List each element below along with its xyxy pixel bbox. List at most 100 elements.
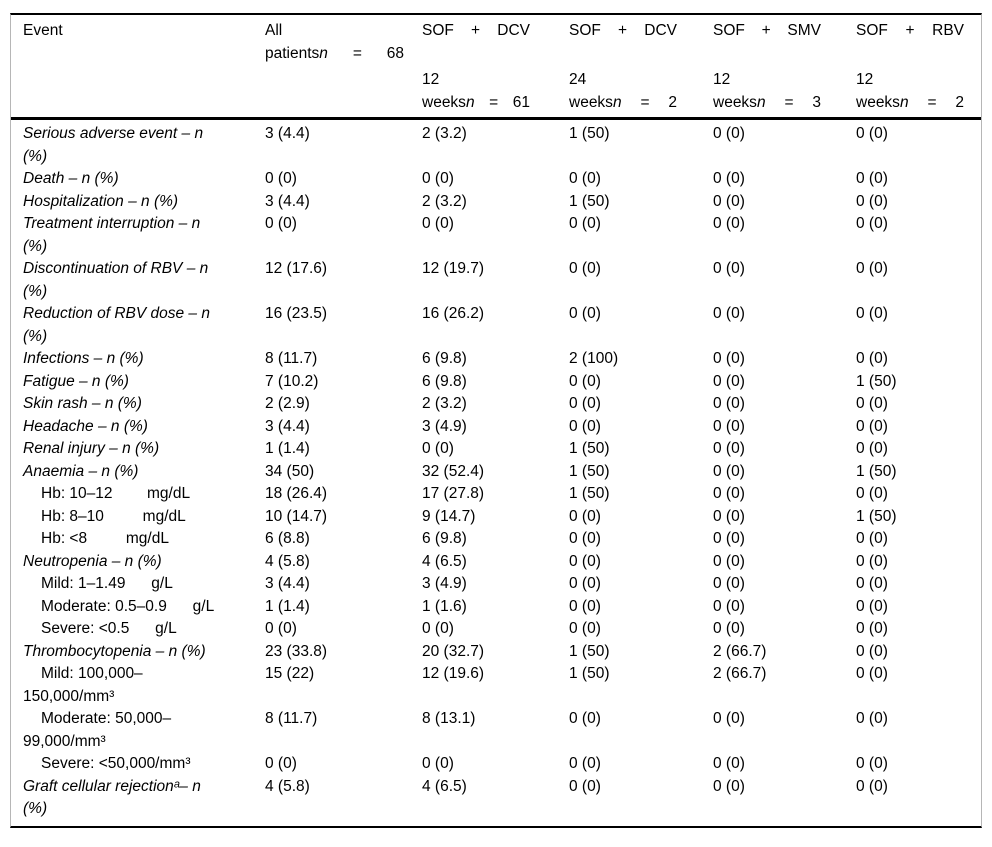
value-cell: 23 (33.8): [265, 642, 328, 660]
equals-sign: =: [784, 94, 794, 111]
value-cell: 1 (50): [569, 642, 610, 660]
table-row: Moderate: 50,000– 99,000/mm³ 8 (11.7) 8 (1…: [11, 708, 981, 753]
column-header-sof-dcv-24w: SOF + DCV 24 weeksn = 2: [557, 15, 701, 119]
value-cell: 0 (0): [713, 597, 745, 615]
table-row: Mild: 100,000– 150,000/mm³ 15 (22) 12 (19.…: [11, 663, 981, 708]
event-label: Hospitalization – n (%): [23, 192, 179, 210]
event-label: Infections – n (%): [23, 350, 144, 367]
value-cell: 1 (50): [569, 485, 610, 502]
value-cell: 12 (19.7): [422, 260, 485, 277]
table-row: Hb: 10–12 mg/dL 18 (26.4) 17 (27.8) 1 (50) 0…: [11, 483, 981, 506]
value-cell: 0 (0): [713, 462, 745, 480]
n-symbol: n: [465, 94, 475, 111]
table-row: Renal injury – n (%) 1 (1.4) 0 (0) 1 (50) 0 …: [11, 438, 981, 461]
value-cell: 6 (9.8): [422, 530, 467, 547]
value-cell: 3 (4.9): [422, 575, 467, 592]
table-row: Discontinuation of RBV – n (%) 12 (17.6) 1…: [11, 258, 981, 303]
value-cell: 0 (0): [713, 215, 745, 232]
value-cell: 0 (0): [856, 192, 888, 210]
header-spacer: [569, 42, 701, 68]
event-label: Headache – n (%): [23, 417, 148, 435]
value-cell: 0 (0): [856, 170, 888, 187]
event-label: Discontinuation of RBV – n (%): [23, 260, 209, 300]
drug-label: SOF + RBV: [856, 22, 964, 39]
value-cell: 6 (9.8): [422, 350, 467, 367]
value-cell: 0 (0): [713, 372, 745, 390]
value-cell: 0 (0): [713, 507, 745, 525]
table-row: Reduction of RBV dose – n (%) 16 (23.5) 16…: [11, 303, 981, 348]
weeks-n-line: weeksn = 2: [856, 91, 964, 114]
event-label: Serious adverse event – n (%): [23, 125, 204, 165]
n-count: 68: [386, 45, 405, 62]
n-count: 2: [955, 94, 964, 111]
value-cell: 8 (11.7): [265, 350, 318, 367]
all-patients-n-line: patientsn = 68: [265, 42, 404, 65]
value-cell: 0 (0): [856, 620, 888, 637]
value-cell: 12 (17.6): [265, 260, 328, 277]
value-cell: 0 (0): [856, 125, 888, 142]
value-cell: 16 (23.5): [265, 305, 328, 322]
value-cell: 0 (0): [856, 215, 888, 232]
value-cell: 0 (0): [856, 665, 888, 682]
sub-event-label: Mild: 1–1.49 g/L: [41, 575, 173, 592]
n-count: 61: [512, 94, 530, 111]
weeks-n-line: weeksn = 3: [713, 91, 821, 114]
header-spacer: [856, 42, 981, 68]
value-cell: 15 (22): [265, 665, 315, 682]
event-label: Skin rash – n (%): [23, 395, 142, 412]
table-row: Thrombocytopenia – n (%) 23 (33.8) 20 (32.…: [11, 641, 981, 664]
value-cell: 0 (0): [569, 170, 601, 187]
n-count: 3: [812, 94, 821, 111]
value-cell: 0 (0): [713, 395, 745, 412]
value-cell: 0 (0): [856, 777, 888, 795]
sub-event-label: Hb: 8–10 mg/dL: [41, 507, 186, 525]
event-label: Renal injury – n (%): [23, 440, 160, 457]
value-cell: 0 (0): [713, 440, 745, 457]
value-cell: 0 (0): [713, 710, 745, 727]
event-label: Thrombocytopenia – n (%): [23, 642, 206, 660]
event-label: Death – n (%): [23, 170, 119, 187]
table-row: Treatment interruption – n (%) 0 (0) 0 (0)…: [11, 213, 981, 258]
value-cell: 0 (0): [713, 417, 745, 435]
value-cell: 2 (66.7): [713, 642, 767, 660]
value-cell: 7 (10.2): [265, 372, 319, 390]
value-cell: 2 (3.2): [422, 395, 467, 412]
table-body: Serious adverse event – n (%) 3 (4.4) 2 (3…: [11, 119, 981, 826]
drug-label: SOF + DCV: [422, 22, 530, 39]
sub-event-label: Mild: 100,000– 150,000/mm³: [23, 665, 143, 705]
value-cell: 0 (0): [856, 530, 888, 547]
value-cell: 0 (0): [856, 642, 888, 660]
equals-sign: =: [352, 45, 362, 62]
value-cell: 0 (0): [856, 260, 888, 277]
value-cell: 0 (0): [856, 575, 888, 592]
value-cell: 0 (0): [713, 777, 745, 795]
value-cell: 8 (11.7): [265, 710, 318, 727]
column-header-all-patients: All patientsn = 68: [253, 15, 410, 119]
table-row: Infections – n (%) 8 (11.7) 6 (9.8) 2 (100)…: [11, 348, 981, 371]
event-label: Graft cellular rejectionᵃ– n (%): [23, 777, 201, 818]
value-cell: 0 (0): [569, 620, 601, 637]
value-cell: 0 (0): [569, 575, 601, 592]
value-cell: 16 (26.2): [422, 305, 485, 322]
table-row: Serious adverse event – n (%) 3 (4.4) 2 (3…: [11, 119, 981, 169]
value-cell: 4 (5.8): [265, 777, 310, 795]
table-row: Headache – n (%) 3 (4.4) 3 (4.9) 0 (0) 0 (0)…: [11, 416, 981, 439]
value-cell: 0 (0): [856, 305, 888, 322]
value-cell: 0 (0): [569, 597, 601, 615]
value-cell: 0 (0): [569, 260, 601, 277]
sub-event-label: Severe: <0.5 g/L: [41, 620, 177, 637]
table-row: Hb: 8–10 mg/dL 10 (14.7) 9 (14.7) 0 (0) 0 (0…: [11, 506, 981, 529]
weeks-n-line: weeksn = 2: [569, 91, 677, 114]
weeks-label: weeks: [713, 94, 757, 111]
value-cell: 1 (50): [856, 507, 897, 525]
equals-sign: =: [489, 94, 499, 111]
value-cell: 0 (0): [713, 620, 745, 637]
n-symbol: n: [612, 94, 622, 111]
event-label: Treatment interruption – n (%): [23, 215, 201, 255]
table-row: Anaemia – n (%) 34 (50) 32 (52.4) 1 (50) 0 (…: [11, 461, 981, 484]
value-cell: 32 (52.4): [422, 462, 485, 480]
table-row: Fatigue – n (%) 7 (10.2) 6 (9.8) 0 (0) 0 (0)…: [11, 371, 981, 394]
drug-label: SOF + SMV: [713, 22, 821, 39]
table-row: Hospitalization – n (%) 3 (4.4) 2 (3.2) 1 (…: [11, 191, 981, 214]
value-cell: 1 (50): [569, 440, 610, 457]
